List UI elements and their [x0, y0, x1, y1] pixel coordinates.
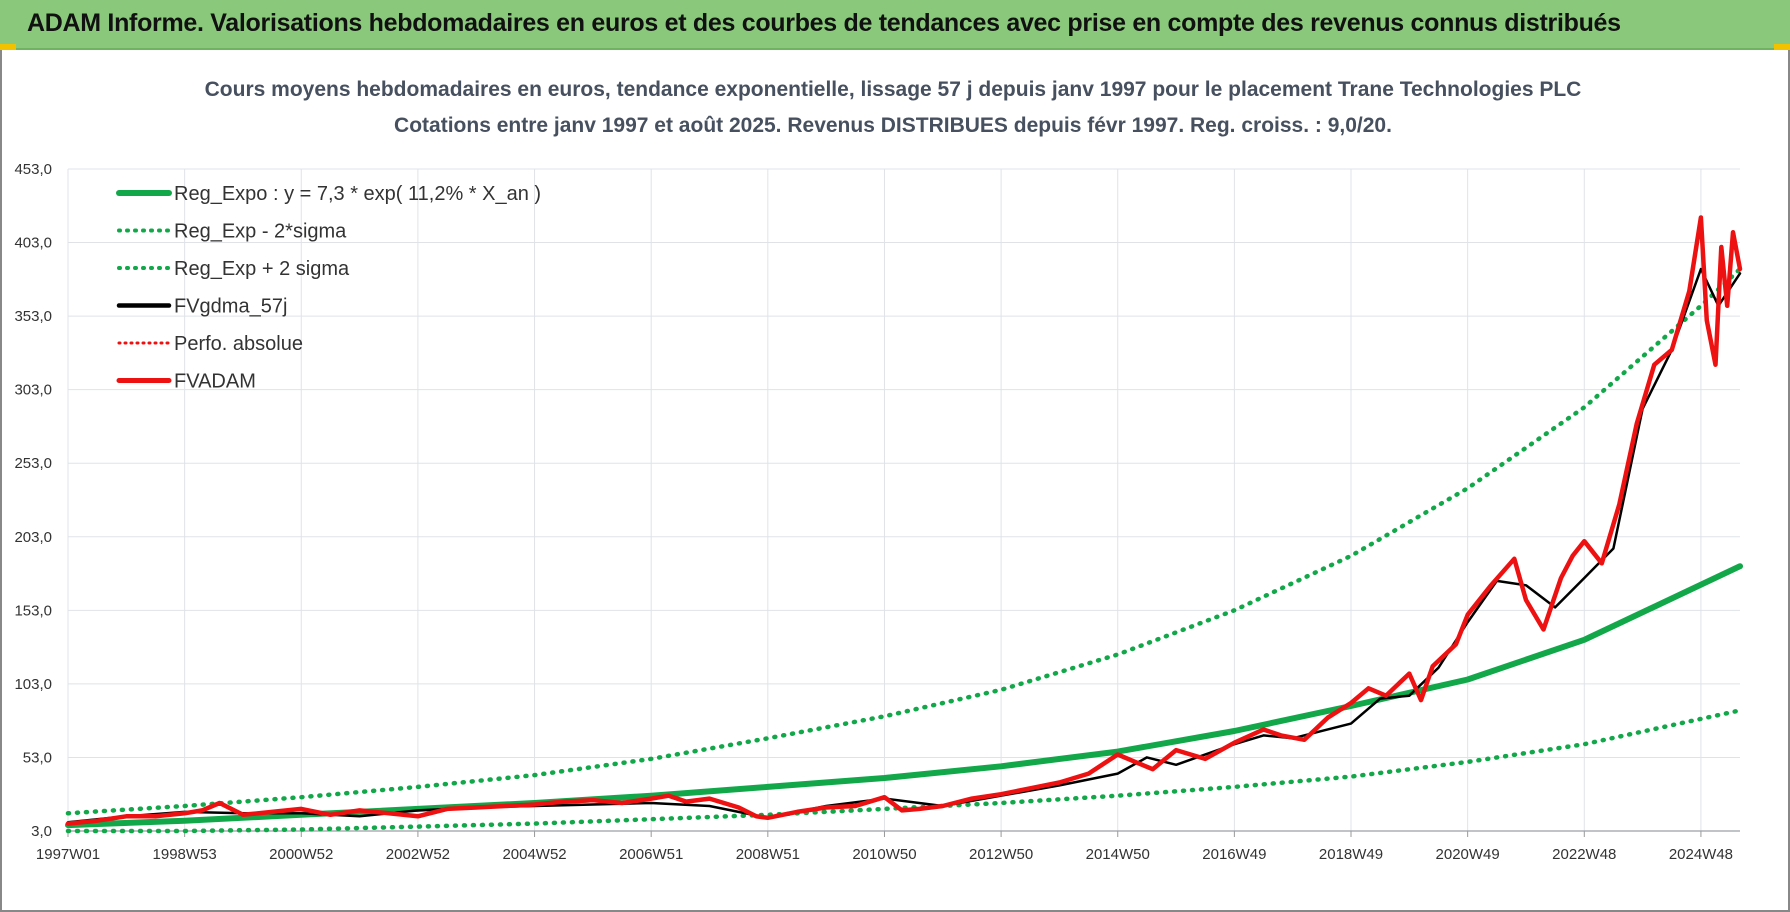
header-title: ADAM Informe. Valorisations hebdomadaire…: [27, 9, 1621, 37]
frame-corner-left: [0, 44, 16, 50]
legend-label: FVADAM: [174, 371, 256, 393]
x-tick-label: 2010W50: [852, 846, 916, 863]
series-reg-exp-minus-2sigma: [65, 708, 1743, 834]
y-axis: 3,0 53,0 103,0 153,0 203,0 253,0 303,0 353,0 403…: [14, 161, 52, 840]
y-tick-label: 3,0: [31, 823, 52, 840]
x-tick-label: 2006W51: [619, 846, 683, 863]
legend-label: Perfo. absolue: [174, 333, 303, 355]
x-tick-label: 1997W01: [36, 846, 100, 863]
x-tick-label: 1998W53: [153, 846, 217, 863]
x-axis: 1997W01 1998W53 2000W52 2002W52 2004W52 2006W…: [36, 830, 1740, 863]
series-reg-expo: [65, 563, 1743, 829]
y-tick-label: 403,0: [14, 235, 52, 252]
series-layer: [65, 215, 1743, 834]
frame-corner-right: [1774, 44, 1790, 50]
x-tick-label: 2002W52: [386, 846, 450, 863]
x-tick-label: 2024W48: [1669, 846, 1733, 863]
series-fvgdma-57j: [66, 267, 1742, 824]
chart: Cours moyens hebdomadaires en euros, ten…: [14, 78, 1743, 863]
x-tick-label: 2000W52: [269, 846, 333, 863]
x-tick-label: 2020W49: [1436, 846, 1500, 863]
series-reg-exp-plus-2sigma: [65, 266, 1743, 816]
x-tick-label: 2016W49: [1202, 846, 1266, 863]
x-tick-label: 2022W48: [1552, 846, 1616, 863]
legend-label: Reg_Expo : y = 7,3 * exp( 11,2% * X_an ): [174, 183, 541, 205]
y-tick-label: 353,0: [14, 308, 52, 325]
y-tick-label: 203,0: [14, 529, 52, 546]
legend-label: FVgdma_57j: [174, 296, 287, 318]
chart-frame: [0, 50, 1790, 912]
legend: Reg_Expo : y = 7,3 * exp( 11,2% * X_an )…: [116, 183, 541, 393]
header-banner: ADAM Informe. Valorisations hebdomadaire…: [0, 0, 1790, 50]
x-tick-label: 2012W50: [969, 846, 1033, 863]
legend-label: Reg_Exp + 2 sigma: [174, 258, 350, 280]
y-tick-label: 453,0: [14, 161, 52, 178]
x-tick-label: 2014W50: [1086, 846, 1150, 863]
y-tick-label: 53,0: [23, 749, 52, 766]
series-fvadam: [65, 215, 1743, 826]
x-tick-label: 2008W51: [736, 846, 800, 863]
x-tick-label: 2004W52: [502, 846, 566, 863]
x-tick-label: 2018W49: [1319, 846, 1383, 863]
y-tick-label: 253,0: [14, 455, 52, 472]
chart-title-line-2: Cotations entre janv 1997 et août 2025. …: [394, 114, 1392, 137]
y-tick-label: 103,0: [14, 676, 52, 693]
grid: [67, 168, 1740, 832]
y-tick-label: 153,0: [14, 602, 52, 619]
y-tick-label: 303,0: [14, 382, 52, 399]
legend-label: Reg_Exp - 2*sigma: [174, 221, 347, 243]
chart-title-line-1: Cours moyens hebdomadaires en euros, ten…: [205, 78, 1582, 101]
